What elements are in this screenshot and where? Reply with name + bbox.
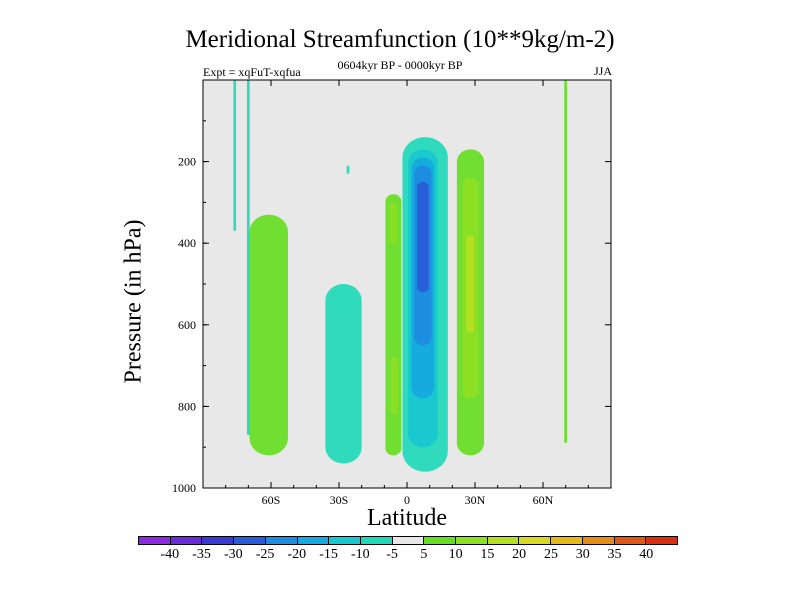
colorbar-swatch: [329, 537, 361, 544]
contour-nh-polar-line: [564, 80, 568, 444]
colorbar-label: 40: [639, 547, 654, 562]
colorbar-swatch: [614, 537, 647, 544]
contour-nh-positive-15: [466, 235, 475, 333]
colorbar-swatch: [392, 537, 425, 544]
contour-sh-subtropic-negative: [325, 284, 362, 464]
contour-sh-small-dot: [346, 165, 350, 174]
y-axis-label: Pressure (in hPa): [120, 219, 147, 384]
colorbar-label: -25: [255, 547, 275, 562]
colorbar-swatch: [170, 537, 203, 544]
colorbar-swatch: [297, 537, 330, 544]
x-tick-label: 0: [404, 493, 410, 507]
colorbar-swatch: [582, 537, 615, 544]
colorbar-label: 25: [543, 547, 558, 562]
colorbar-swatch: [456, 537, 488, 544]
colorbar-swatch: [551, 537, 583, 544]
period-label: 0604kyr BP - 0000kyr BP: [337, 58, 463, 72]
colorbar-swatch: [139, 537, 171, 544]
season-label: JJA: [593, 64, 612, 78]
colorbar-swatch: [519, 537, 552, 544]
y-tick-label: 600: [178, 318, 196, 332]
x-tick-label: 60S: [262, 493, 281, 507]
x-tick-label: 30S: [330, 493, 349, 507]
colorbar-label: 5: [420, 547, 428, 562]
y-tick-label: 800: [178, 399, 196, 413]
contour-eq-positive-left-upper: [390, 202, 397, 244]
colorbar-swatch: [646, 537, 677, 544]
colorbar-label: 35: [607, 547, 622, 562]
x-axis-label: Latitude: [367, 505, 447, 531]
colorbar-label: -40: [160, 547, 180, 562]
x-tick-label: 30N: [465, 493, 486, 507]
colorbar-label: -35: [192, 547, 211, 562]
contour-sh-polar-line-a: [233, 80, 237, 231]
colorbar-label: -20: [287, 547, 307, 562]
colorbar-label: -15: [319, 547, 338, 562]
chart-title: Meridional Streamfunction (10**9kg/m-2): [185, 26, 615, 53]
colorbar-swatch: [234, 537, 266, 544]
colorbar-label: -5: [386, 547, 398, 562]
y-tick-label: 1000: [172, 481, 196, 495]
colorbar-swatch: [487, 537, 520, 544]
contour-sh-mid-positive: [249, 214, 288, 456]
colorbar-swatch: [360, 537, 393, 544]
colorbar-swatch: [424, 537, 457, 544]
x-tick-label: 60N: [533, 493, 554, 507]
contour-sh-polar-line-b: [246, 80, 250, 435]
contour-eq-positive-left-core: [390, 357, 399, 415]
colorbar-label: 30: [575, 547, 590, 562]
colorbar: [138, 536, 678, 545]
experiment-label: Expt = xqFuT-xqfua: [203, 65, 301, 79]
y-tick-label: 200: [178, 155, 196, 169]
colorbar-label: -30: [223, 547, 243, 562]
colorbar-label: -10: [351, 547, 370, 562]
colorbar-swatch: [265, 537, 298, 544]
y-tick-label: 400: [178, 236, 196, 250]
colorbar-swatch: [202, 537, 235, 544]
colorbar-label: 20: [512, 547, 527, 562]
contour-eq-negative-25: [416, 182, 429, 293]
colorbar-label: 10: [448, 547, 463, 562]
colorbar-label: 15: [480, 547, 495, 562]
